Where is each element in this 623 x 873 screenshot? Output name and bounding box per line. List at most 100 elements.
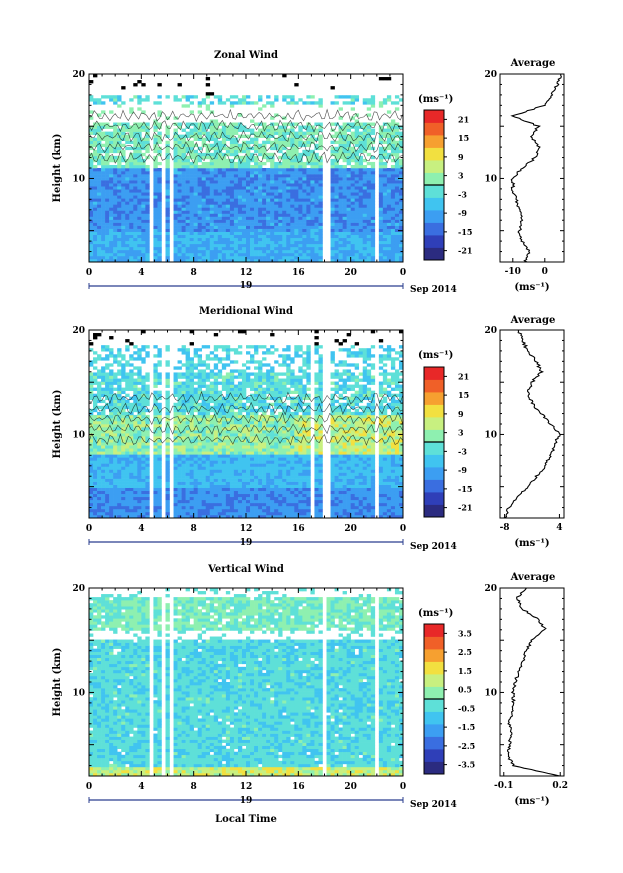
heatmap-cell bbox=[181, 442, 186, 446]
heatmap-cell bbox=[153, 180, 158, 184]
heatmap-cell bbox=[137, 481, 142, 485]
heatmap-cell bbox=[282, 140, 287, 145]
heatmap-cell bbox=[378, 231, 384, 236]
heatmap-cell bbox=[254, 168, 259, 172]
heatmap-cell bbox=[390, 228, 396, 232]
heatmap-cell bbox=[181, 408, 186, 413]
heatmap-cell bbox=[270, 161, 275, 166]
heatmap-cell bbox=[117, 128, 122, 132]
heatmap-cell bbox=[334, 201, 339, 205]
heatmap-cell bbox=[189, 448, 194, 452]
heatmap-cell bbox=[141, 487, 146, 492]
heatmap-cell bbox=[366, 137, 372, 142]
heatmap-cell bbox=[197, 180, 203, 184]
heatmap-cell bbox=[193, 420, 198, 425]
heatmap-cell bbox=[141, 140, 146, 145]
heatmap-cell bbox=[109, 246, 114, 251]
heatmap-cell bbox=[113, 496, 118, 501]
heatmap-cell bbox=[209, 228, 215, 232]
heatmap-cell bbox=[250, 177, 255, 181]
heatmap-cell bbox=[93, 496, 98, 501]
heatmap-cell bbox=[390, 219, 396, 223]
heatmap-cell bbox=[314, 177, 319, 181]
heatmap-cell bbox=[129, 463, 134, 467]
heatmap-cell bbox=[350, 207, 355, 211]
heatmap-cell bbox=[213, 384, 219, 388]
heatmap-cell bbox=[165, 228, 170, 232]
heatmap-cell bbox=[274, 161, 279, 166]
heatmap-cell bbox=[193, 490, 198, 495]
heatmap-cell bbox=[185, 228, 190, 232]
heatmap-cell bbox=[278, 216, 283, 220]
heatmap-cell bbox=[338, 225, 343, 229]
heatmap-cell bbox=[306, 155, 311, 160]
heatmap-cell bbox=[197, 505, 203, 510]
heatmap-cell bbox=[153, 258, 158, 262]
heatmap-cell bbox=[117, 411, 122, 416]
heatmap-cell bbox=[390, 149, 396, 154]
heatmap-cell bbox=[173, 402, 178, 407]
heatmap-cell bbox=[133, 140, 138, 145]
heatmap-cell bbox=[221, 255, 227, 260]
heatmap-cell bbox=[342, 195, 347, 199]
heatmap-cell bbox=[137, 381, 142, 385]
heatmap-cell bbox=[137, 469, 142, 473]
heatmap-cell bbox=[334, 231, 339, 236]
heatmap-cell bbox=[354, 180, 360, 184]
heatmap-cell bbox=[262, 140, 267, 145]
heatmap-cell bbox=[394, 171, 400, 175]
heatmap-cell bbox=[89, 183, 94, 187]
heatmap-cell bbox=[181, 213, 186, 217]
heatmap-cell bbox=[342, 234, 347, 239]
heatmap-cell bbox=[294, 216, 299, 220]
heatmap-cell bbox=[213, 231, 219, 236]
heatmap-cell bbox=[362, 131, 368, 135]
heatmap-cell bbox=[237, 180, 243, 184]
heatmap-cell bbox=[165, 424, 170, 428]
heatmap-cell bbox=[342, 134, 347, 138]
heatmap-cell bbox=[121, 252, 126, 257]
heatmap-cell bbox=[145, 511, 150, 516]
heatmap-cell bbox=[318, 174, 323, 178]
heatmap-cell bbox=[145, 213, 150, 217]
heatmap-cell bbox=[165, 457, 170, 461]
heatmap-cell bbox=[302, 231, 307, 236]
heatmap-cell bbox=[386, 125, 392, 129]
heatmap-cell bbox=[209, 514, 215, 518]
heatmap-cell bbox=[278, 219, 283, 223]
heatmap-cell bbox=[113, 475, 118, 479]
heatmap-cell bbox=[318, 128, 323, 132]
heatmap-cell bbox=[141, 143, 146, 148]
heatmap-cell bbox=[213, 222, 219, 226]
heatmap-cell bbox=[145, 222, 150, 226]
heatmap-cell bbox=[358, 149, 364, 154]
heatmap-cell bbox=[153, 210, 158, 214]
heatmap-cell bbox=[165, 478, 170, 482]
heatmap-cell bbox=[185, 258, 190, 262]
heatmap-cell bbox=[157, 427, 162, 431]
heatmap-cell bbox=[201, 140, 207, 145]
heatmap-cell bbox=[125, 484, 130, 488]
heatmap-cell bbox=[213, 469, 219, 473]
heatmap-cell bbox=[205, 104, 211, 108]
heatmap-cell bbox=[258, 107, 263, 111]
heatmap-cell bbox=[93, 125, 98, 129]
heatmap-cell bbox=[113, 183, 118, 187]
heatmap-cell bbox=[181, 164, 186, 169]
heatmap-cell bbox=[197, 384, 203, 388]
heatmap-cell bbox=[221, 131, 227, 135]
heatmap-cell bbox=[177, 252, 182, 257]
heatmap-cell bbox=[97, 475, 102, 479]
heatmap-cell bbox=[165, 466, 170, 470]
heatmap-cell bbox=[398, 255, 403, 260]
heatmap-cell bbox=[290, 146, 295, 151]
heatmap-cell bbox=[390, 171, 396, 175]
heatmap-cell bbox=[177, 414, 182, 419]
heatmap-cell bbox=[97, 207, 102, 211]
heatmap-cell bbox=[350, 201, 355, 205]
heatmap-cell bbox=[213, 399, 219, 404]
heatmap-cell bbox=[165, 128, 170, 132]
heatmap-cell bbox=[306, 152, 311, 157]
heatmap-cell bbox=[366, 216, 372, 220]
